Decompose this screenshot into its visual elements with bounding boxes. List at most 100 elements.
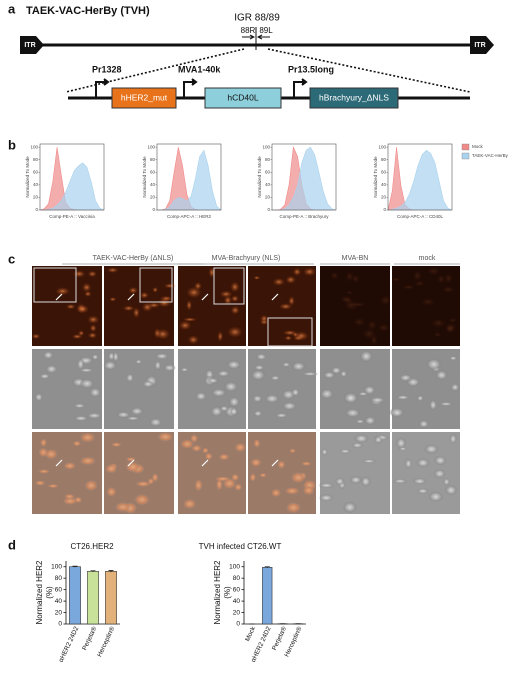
cell — [254, 364, 265, 371]
pointer-arrow — [271, 293, 279, 301]
cell — [433, 331, 442, 338]
y-tick-label: 40 — [265, 182, 271, 187]
cell — [323, 371, 336, 379]
cell — [78, 368, 94, 373]
y-tick-label: 0 — [58, 621, 62, 628]
cell — [191, 444, 202, 452]
cell — [219, 405, 229, 412]
cell — [54, 287, 71, 296]
cell — [130, 407, 144, 416]
cell — [436, 274, 446, 285]
cell — [195, 391, 207, 401]
cell — [253, 439, 261, 448]
y-axis-label: Normalized To Mode — [142, 156, 147, 198]
cell — [218, 453, 230, 461]
cell — [318, 494, 334, 502]
cell — [132, 307, 141, 319]
y-tick-label: 20 — [233, 609, 241, 616]
y-tick-label: 60 — [381, 169, 387, 174]
cell — [444, 272, 454, 285]
cell — [291, 472, 306, 484]
histogram-area — [272, 146, 337, 211]
cell — [426, 358, 442, 371]
cell — [355, 419, 365, 424]
cell — [352, 317, 366, 327]
cell — [448, 317, 457, 323]
cell — [281, 401, 297, 411]
y-tick-label: 80 — [233, 575, 241, 582]
cell — [250, 369, 266, 381]
error-bar — [108, 570, 114, 573]
cell — [217, 330, 224, 342]
cell — [139, 291, 150, 299]
cell — [71, 333, 83, 340]
cell — [433, 468, 446, 479]
cell — [417, 395, 424, 402]
cell — [340, 370, 348, 378]
column-header: MVA-BN — [342, 255, 369, 262]
site-label: IGR 88/89 — [234, 13, 280, 24]
panel-label: b — [8, 137, 16, 152]
cell — [349, 475, 363, 484]
column-header: TAEK-VAC-HerBy (ΔNLS) — [93, 255, 174, 262]
cell — [389, 407, 405, 418]
y-tick-label: 0 — [152, 207, 155, 212]
pointer-arrow — [201, 459, 209, 467]
y-tick-label: 20 — [55, 609, 63, 616]
itr — [470, 36, 494, 54]
cell — [135, 481, 151, 487]
y-tick-label: 20 — [381, 195, 387, 200]
itr-label: ITR — [24, 42, 35, 49]
cell — [379, 295, 392, 306]
cell — [152, 286, 159, 293]
cell — [103, 360, 117, 371]
cell — [86, 412, 103, 419]
cell — [234, 483, 243, 491]
y-tick-label: 60 — [233, 586, 241, 593]
cell — [404, 458, 413, 470]
cell — [264, 394, 280, 404]
zoom-lines — [65, 48, 471, 93]
cell — [163, 364, 176, 372]
pointer-arrow — [55, 459, 63, 467]
cell — [331, 366, 342, 375]
cell — [228, 396, 240, 408]
cell — [250, 458, 262, 467]
itr — [20, 36, 44, 54]
y-axis-label: Normalized To Mode — [257, 156, 262, 198]
cell — [292, 267, 302, 277]
cell — [155, 352, 169, 360]
legend-swatch — [461, 143, 470, 151]
cell — [359, 350, 373, 363]
panel-label: d — [8, 537, 16, 552]
cell — [230, 295, 240, 303]
cell — [73, 403, 86, 409]
cell — [344, 408, 361, 418]
cell — [87, 270, 98, 278]
cell — [342, 501, 357, 514]
promoter-label: Pr1328 — [92, 64, 122, 74]
cell — [89, 387, 102, 398]
y-tick-label: 60 — [150, 169, 156, 174]
cell — [79, 378, 95, 389]
y-axis-label: (%) — [45, 586, 54, 599]
cell — [416, 458, 430, 468]
y-tick-label: 20 — [265, 195, 271, 200]
cell — [163, 283, 176, 289]
cell — [155, 328, 171, 340]
cell — [226, 360, 242, 370]
y-tick-label: 80 — [55, 575, 63, 582]
cell — [89, 324, 97, 333]
cell — [346, 290, 353, 295]
chart-title: CT26.HER2 — [70, 542, 114, 551]
gene-label: hCD40L — [227, 92, 258, 102]
gene-box — [204, 87, 282, 109]
x-tick-label: Perjeta® — [270, 625, 288, 652]
zoom-inset — [267, 317, 313, 347]
y-tick-label: 100 — [30, 144, 38, 149]
y-tick-label: 80 — [381, 157, 387, 162]
y-tick-label: 100 — [378, 144, 386, 149]
cell — [284, 335, 293, 341]
bar — [262, 566, 273, 625]
